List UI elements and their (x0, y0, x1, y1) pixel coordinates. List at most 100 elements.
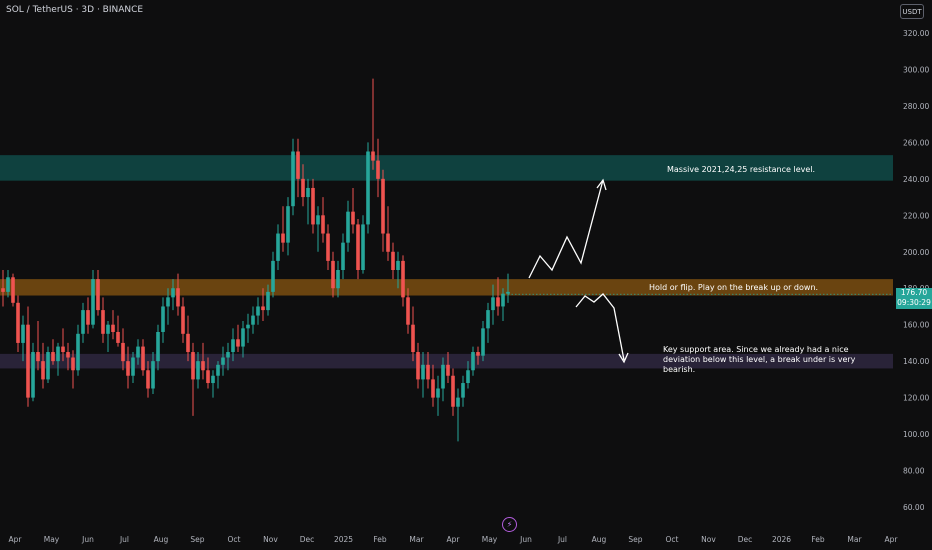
candle-body (386, 233, 390, 252)
candle-body (406, 297, 410, 325)
y-tick-label: 140.00 (903, 357, 929, 366)
x-tick-label: Apr (9, 535, 23, 544)
candle-body (436, 388, 440, 398)
candle-body (476, 352, 480, 356)
y-tick-label: 320.00 (903, 29, 929, 38)
bullish-projection-arrow (528, 179, 604, 279)
x-tick-label: May (482, 535, 498, 544)
bullish-arrow-head (596, 178, 607, 191)
candle-body (41, 361, 45, 380)
candle-body (356, 224, 360, 270)
candle-body (186, 333, 190, 353)
candle-body (61, 346, 65, 353)
candle-body (21, 324, 25, 343)
candle-body (126, 361, 130, 376)
candle-body (16, 302, 20, 343)
candle-body (346, 211, 350, 243)
x-tick-label: Jul (119, 535, 129, 544)
candle-body (1, 288, 5, 292)
candle-body (171, 288, 175, 298)
bearish-arrow-head (618, 352, 629, 364)
candle-body (271, 260, 275, 292)
candle-body (351, 211, 355, 225)
candle-body (421, 364, 425, 380)
candle-body (491, 297, 495, 311)
x-tick-label: Dec (738, 535, 753, 544)
candle-body (256, 306, 260, 316)
x-tick-label: Aug (154, 535, 169, 544)
candle-body (246, 324, 250, 329)
x-tick-label: May (44, 535, 60, 544)
x-tick-label: Jun (519, 535, 532, 544)
candle-body (426, 364, 430, 380)
candle-body (466, 370, 470, 384)
candle-body (411, 324, 415, 353)
candle-body (326, 233, 330, 261)
candle-body (396, 260, 400, 270)
candle-body (151, 361, 155, 389)
candle-body (461, 383, 465, 398)
resistance-note: Massive 2021,24,25 resistance level. (667, 165, 816, 174)
candle-body (121, 342, 125, 362)
candle-body (481, 328, 485, 356)
bearish-projection-arrow (575, 293, 625, 361)
candle-body (191, 352, 195, 380)
lightning-bolt-icon[interactable]: ⚡ (502, 517, 517, 532)
candle-body (91, 279, 95, 325)
quote-currency-button[interactable]: USDT (900, 4, 924, 19)
candle-body (331, 260, 335, 289)
candle-body (336, 270, 340, 289)
flip-note: Hold or flip. Play on the break up or do… (649, 283, 819, 292)
y-tick-label: 300.00 (903, 65, 929, 74)
candle-body (216, 364, 220, 376)
candle-body (486, 310, 490, 329)
candle-body (286, 206, 290, 243)
x-tick-label: Aug (592, 535, 607, 544)
candle-body (31, 352, 35, 398)
x-tick-label: Sep (628, 535, 642, 544)
candle-body (26, 324, 30, 398)
flip-zone (0, 279, 893, 296)
candle-body (96, 279, 100, 311)
x-tick-label: Feb (811, 535, 825, 544)
candle-body (106, 324, 110, 334)
candle-body (136, 346, 140, 358)
candle-body (371, 151, 375, 161)
x-tick-label: Apr (885, 535, 899, 544)
candle-body (416, 352, 420, 380)
candle-body (451, 375, 455, 407)
candle-body (301, 178, 305, 198)
y-tick-label: 160.00 (903, 321, 929, 330)
current-price-value: 176.70 (900, 288, 928, 297)
candle-body (496, 297, 500, 307)
candle-body (146, 370, 150, 389)
candle-body (51, 352, 55, 362)
candle-body (161, 306, 165, 332)
candle-body (141, 346, 145, 371)
candle-body (236, 339, 240, 347)
x-tick-label: Jun (81, 535, 94, 544)
x-tick-label: Sep (190, 535, 204, 544)
candle-body (441, 364, 445, 389)
candle-body (341, 242, 345, 270)
y-tick-label: 60.00 (903, 503, 925, 512)
y-tick-label: 80.00 (903, 467, 925, 476)
x-tick-label: Nov (263, 535, 278, 544)
candle-body (431, 379, 435, 398)
candle-body (281, 233, 285, 243)
candle-body (261, 306, 265, 311)
candle-body (391, 251, 395, 270)
candle-body (46, 352, 50, 380)
candle-body (116, 331, 120, 343)
current-price-tag: 176.70 09:30:29 (896, 288, 932, 309)
y-tick-label: 220.00 (903, 211, 929, 220)
candle-body (211, 375, 215, 384)
candle-body (196, 361, 200, 380)
candle-body (471, 352, 475, 371)
candle-body (76, 333, 80, 371)
candle-body (201, 361, 205, 371)
candle-body (321, 215, 325, 234)
candle-body (456, 397, 460, 407)
